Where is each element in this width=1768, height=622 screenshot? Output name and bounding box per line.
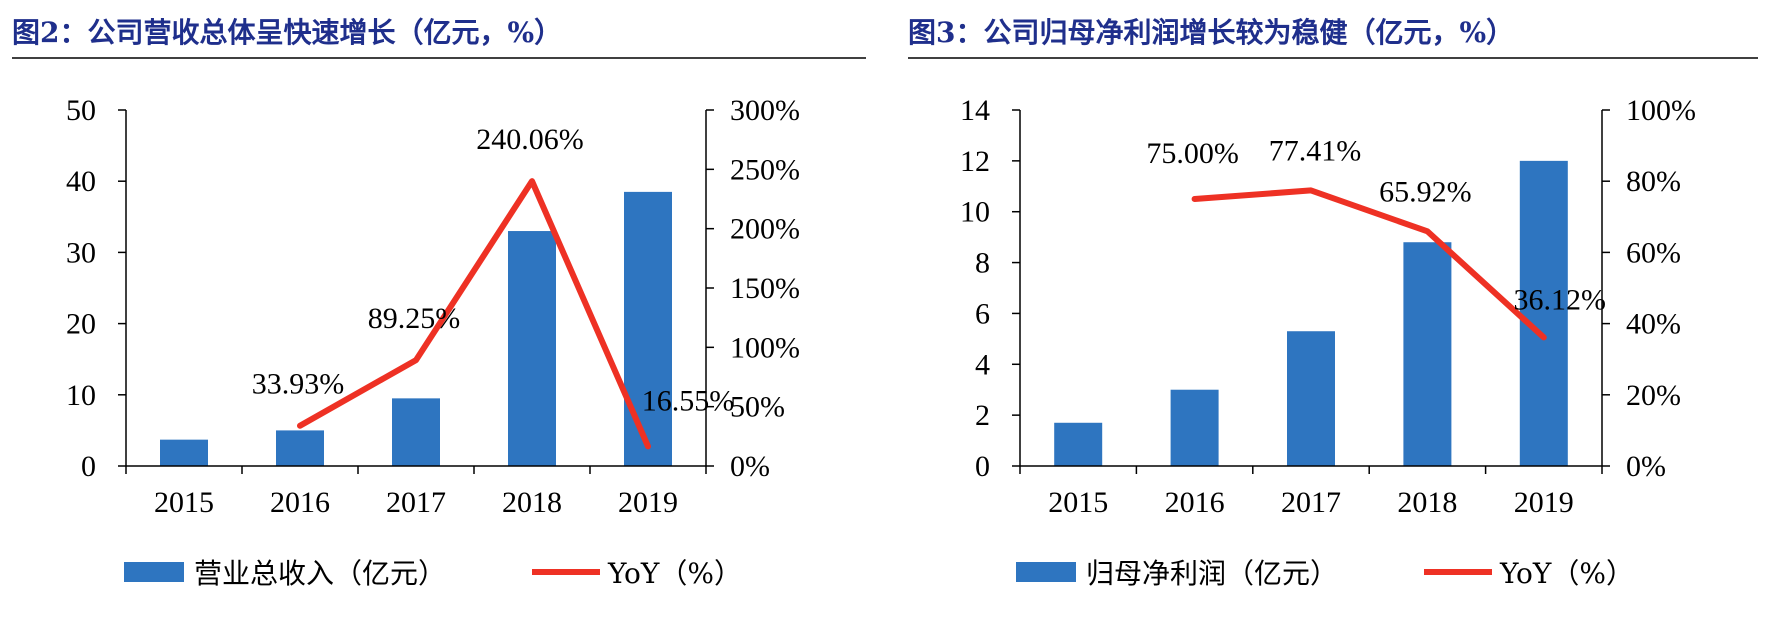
x-tick-label-2019: 2019 [1514,486,1574,519]
right-tick-label: 100% [730,331,800,364]
x-tick-label-2018: 2018 [1397,486,1457,519]
figure-2-legend: 营业总收入（亿元） YoY（%） [124,557,742,590]
figure-2-plot: 0 10 20 30 40 50 0% 50% 100% 150% 200% 250% 300% 2015… [66,94,800,519]
x-tick-label-2017: 2017 [1281,486,1341,519]
left-tick-label: 12 [960,145,990,178]
figure-3-title: 图3：公司归母净利润增长较为稳健（亿元，%） [908,16,1514,49]
x-tick-label-2016: 2016 [270,486,330,519]
left-tick-label: 2 [975,399,990,432]
x-tick-label-2018: 2018 [502,486,562,519]
data-label-2019: 36.12% [1514,283,1607,316]
right-tick-label: 250% [730,153,800,186]
x-tick-label-2019: 2019 [618,486,678,519]
right-tick-label: 100% [1626,94,1696,127]
left-tick-label: 40 [66,165,96,198]
yoy-line [297,178,651,450]
data-label-2018: 240.06% [476,123,584,156]
x-tick-label-2017: 2017 [386,486,446,519]
left-tick-label: 0 [81,450,96,483]
legend-bar-label: 归母净利润（亿元） [1086,557,1338,590]
data-label-2016: 75.00% [1146,137,1239,170]
legend-bar-swatch [124,562,184,582]
bar-2017 [1287,331,1335,466]
x-tick-label-2015: 2015 [1048,486,1108,519]
legend-line-label: YoY（%） [1499,557,1634,590]
bar-2015 [1054,422,1103,466]
bar-2017 [392,398,440,466]
data-label-2017: 77.41% [1269,134,1362,167]
right-tick-label: 20% [1626,379,1681,412]
left-tick-label: 4 [975,348,990,381]
x-tick-label-2016: 2016 [1165,486,1225,519]
left-tick-label: 30 [66,236,96,269]
left-tick-label: 6 [975,297,990,330]
x-tick-label-2015: 2015 [154,486,214,519]
legend-bar-swatch [1016,562,1076,582]
left-tick-label: 8 [975,247,990,280]
figure-3-plot: 0 2 4 6 8 10 12 14 0% 20% 40% 60% 80% 100% 2015 2016 201… [960,94,1696,519]
right-tick-label: 0% [730,450,770,483]
right-tick-label: 300% [730,94,800,127]
left-tick-label: 50 [66,94,96,127]
bar-2015 [160,439,208,466]
bar-2019 [624,191,672,466]
right-tick-label: 0% [1626,450,1666,483]
left-tick-label: 14 [960,94,990,127]
bar-2018 [508,231,556,466]
bar-2016 [276,430,324,466]
right-tick-label: 60% [1626,236,1681,269]
data-label-2017: 89.25% [368,302,461,335]
bar-2018 [1403,242,1452,466]
bar-2016 [1170,389,1219,466]
data-label-2016: 33.93% [252,368,345,401]
left-tick-label: 20 [66,308,96,341]
right-tick-label: 200% [730,213,800,246]
figure-2-title: 图2：公司营收总体呈快速增长（亿元，%） [12,16,562,49]
yoy-line [1191,187,1547,341]
right-tick-label: 150% [730,272,800,305]
left-tick-label: 0 [975,450,990,483]
data-label-2018: 65.92% [1379,175,1472,208]
left-tick-label: 10 [960,196,990,229]
bar-2019 [1519,160,1568,466]
legend-line-label: YoY（%） [607,557,742,590]
data-label-2019: 16.55% [642,384,735,417]
figure-3-legend: 归母净利润（亿元） YoY（%） [1016,557,1634,590]
figure-3: 图3：公司归母净利润增长较为稳健（亿元，%） 0 2 4 6 8 10 12 14 0% 20% 4… [908,16,1758,590]
right-tick-label: 40% [1626,308,1681,341]
figure-2: 图2：公司营收总体呈快速增长（亿元，%） 0 10 20 30 40 50 0% 50% 100… [12,16,866,590]
left-tick-label: 10 [66,379,96,412]
right-tick-label: 50% [730,391,785,424]
right-tick-label: 80% [1626,165,1681,198]
legend-bar-label: 营业总收入（亿元） [194,557,446,590]
